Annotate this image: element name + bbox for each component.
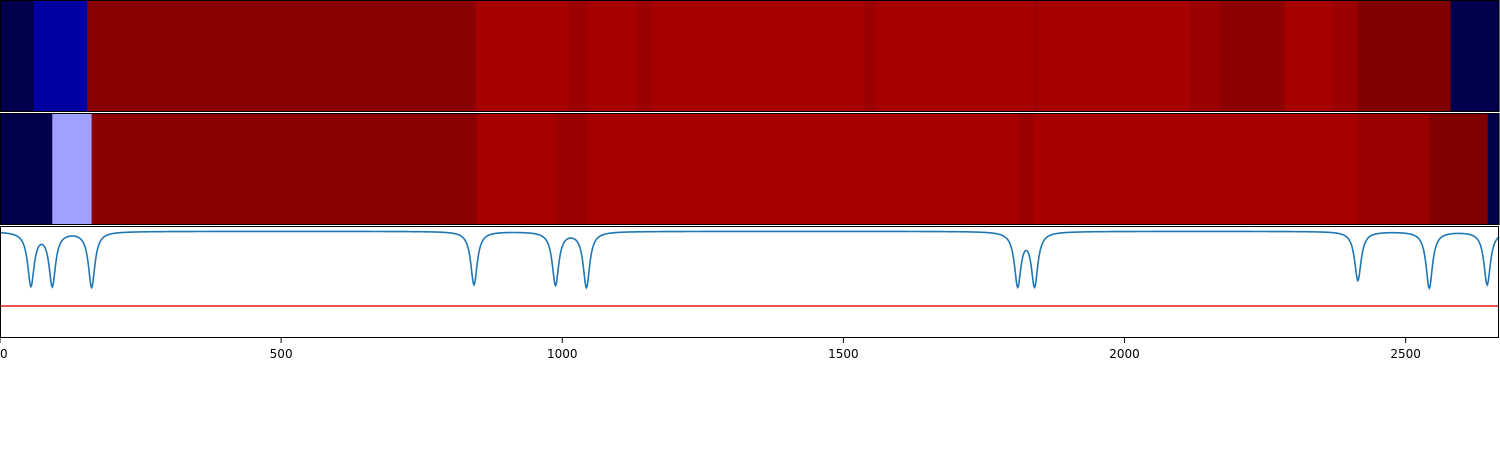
heatmap-cell-middle-10 [1487, 113, 1500, 225]
heatmap-cell-top-1 [33, 0, 88, 112]
axes-frames [0, 0, 1499, 338]
line-plot-panel [0, 230, 1500, 307]
heatmap-cell-top-15 [1332, 0, 1358, 112]
signal-line [0, 230, 1500, 291]
heatmap-cell-middle-4 [555, 113, 588, 225]
heatmap-cell-top-17 [1450, 0, 1500, 112]
heatmap-cell-top-14 [1284, 0, 1334, 112]
heatmap-cell-top-5 [588, 0, 638, 112]
heatmap-cell-top-12 [1190, 0, 1221, 112]
heatmap-cell-top-9 [876, 0, 1036, 112]
heatmap-cell-top-13 [1220, 0, 1286, 112]
heatmap-cell-top-4 [569, 0, 589, 112]
axes-frame-bottom [0, 226, 1499, 338]
heatmap-cell-middle-0 [0, 113, 53, 225]
heatmap-cell-top-0 [0, 0, 35, 112]
heatmap-cell-top-16 [1357, 0, 1452, 112]
heatmap-cell-middle-5 [587, 113, 1019, 225]
x-tick-label-2: 1000 [547, 347, 578, 361]
x-axis: 0 500 1000 1500 2000 2500 [0, 338, 1421, 361]
heatmap-cell-top-3 [475, 0, 570, 112]
heatmap-cell-middle-8 [1357, 113, 1430, 225]
x-tick-label-4: 2000 [1109, 347, 1140, 361]
heatmap-cell-middle-1 [52, 113, 93, 225]
x-tick-label-3: 1500 [828, 347, 859, 361]
heatmap-cell-middle-3 [476, 113, 557, 225]
x-tick-label-5: 2500 [1390, 347, 1421, 361]
heatmap-cell-top-7 [651, 0, 865, 112]
heatmap-cell-middle-9 [1429, 113, 1489, 225]
heatmap-middle [0, 113, 1500, 225]
x-tick-label-0: 0 [0, 347, 8, 361]
heatmap-cell-top-2 [87, 0, 477, 112]
heatmap-cell-top-11 [1036, 0, 1191, 112]
axes-frame-top [0, 0, 1499, 112]
heatmap-cell-top-6 [637, 0, 652, 112]
x-tick-label-1: 500 [270, 347, 293, 361]
heatmap-cell-top-10 [1034, 0, 1038, 112]
heatmap-top [0, 0, 1500, 112]
heatmap-cell-middle-2 [91, 113, 478, 225]
axes-frame-middle [0, 113, 1499, 225]
heatmap-cell-middle-6 [1017, 113, 1035, 225]
heatmap-cell-top-8 [863, 0, 877, 112]
heatmap-cell-middle-7 [1033, 113, 1359, 225]
